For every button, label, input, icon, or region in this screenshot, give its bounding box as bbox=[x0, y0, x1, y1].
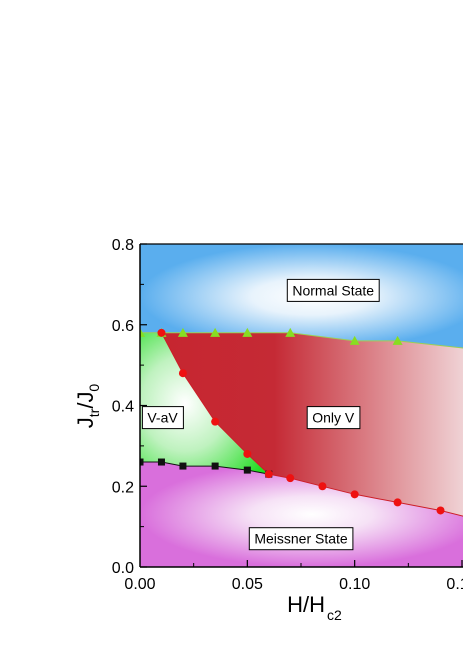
circle-marker-7 bbox=[350, 490, 359, 499]
region-label-2: V-aV bbox=[141, 406, 184, 430]
y-axis-title-sub1: tr bbox=[86, 408, 102, 417]
circle-marker-4 bbox=[264, 470, 273, 479]
axes: 0.0 0.2 0.4 0.6 0.8 0.00 0.05 0.10 0.15 bbox=[112, 237, 463, 593]
region-label-1: Only V bbox=[306, 406, 361, 430]
y-tick-label-2: 0.4 bbox=[112, 399, 134, 416]
region-label-box bbox=[248, 527, 354, 551]
region-label-text: V-aV bbox=[147, 410, 178, 426]
x-axis-title-main: H/H bbox=[287, 592, 325, 617]
region-labels: Normal State Only V V-aV Meissner State bbox=[141, 278, 380, 551]
data-markers bbox=[140, 327, 445, 515]
y-tick-label-1: 0.2 bbox=[112, 479, 134, 496]
region-label-0: Normal State bbox=[286, 278, 380, 302]
triangle-marker-5 bbox=[285, 327, 296, 337]
region-v-av bbox=[140, 332, 269, 475]
y-tick-label-4: 0.8 bbox=[112, 237, 134, 254]
y-tick-label-0: 0.0 bbox=[112, 560, 134, 577]
x-tick-label-3: 0.15 bbox=[446, 576, 463, 593]
square-marker-3 bbox=[211, 462, 219, 470]
triangle-marker-7 bbox=[392, 335, 403, 345]
region-label-box bbox=[306, 406, 361, 430]
circle-marker-8 bbox=[393, 498, 402, 507]
y-axis-title: Jtr/J0 bbox=[73, 384, 102, 429]
region-label-box bbox=[286, 278, 380, 302]
x-tick-label-0: 0.00 bbox=[124, 576, 155, 593]
y-axis-title-sub2: 0 bbox=[86, 384, 102, 392]
triangle-marker-4 bbox=[242, 327, 253, 337]
triangle-marker-6 bbox=[349, 335, 360, 345]
circle-marker-0 bbox=[157, 328, 166, 337]
svg-text:Jtr/J0: Jtr/J0 bbox=[73, 384, 102, 429]
x-axis-title-sub: c2 bbox=[327, 607, 342, 623]
square-series-line bbox=[140, 461, 269, 475]
region-label-text: Meissner State bbox=[254, 531, 348, 547]
square-marker-1 bbox=[157, 458, 165, 466]
square-marker-0 bbox=[140, 458, 144, 466]
triangle-marker-2 bbox=[177, 327, 188, 337]
circle-marker-2 bbox=[211, 417, 220, 426]
region-label-3: Meissner State bbox=[248, 527, 354, 551]
y-axis-title-j: J bbox=[73, 417, 98, 428]
y-tick-label-3: 0.6 bbox=[112, 318, 134, 335]
y-axis-title-slash: /J bbox=[73, 392, 98, 409]
region-meissner-state bbox=[140, 462, 463, 567]
circle-marker-3 bbox=[243, 449, 252, 458]
circle-marker-6 bbox=[318, 482, 327, 491]
region-label-text: Normal State bbox=[292, 282, 374, 298]
square-marker-2 bbox=[179, 462, 187, 470]
circle-marker-5 bbox=[286, 474, 295, 483]
region-label-box bbox=[141, 406, 184, 430]
triangle-marker-0 bbox=[140, 327, 145, 337]
x-tick-label-2: 0.10 bbox=[339, 576, 370, 593]
circle-marker-9 bbox=[436, 506, 445, 515]
triangle-marker-3 bbox=[210, 327, 221, 337]
x-axis-title: H/H c2 bbox=[287, 592, 342, 623]
square-marker-4 bbox=[243, 466, 251, 474]
circle-marker-1 bbox=[178, 369, 187, 378]
x-tick-label-1: 0.05 bbox=[232, 576, 263, 593]
region-label-text: Only V bbox=[312, 410, 355, 426]
